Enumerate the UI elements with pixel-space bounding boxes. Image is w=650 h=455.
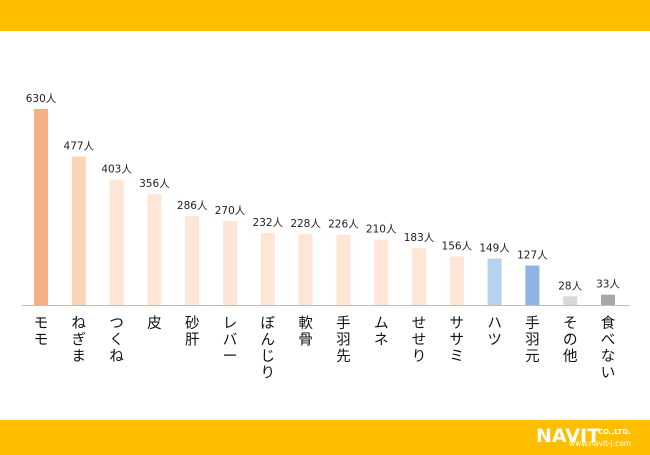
category-label-5: レバー	[223, 316, 238, 365]
bars-group	[34, 109, 615, 305]
bar-14	[563, 296, 578, 305]
value-label-12: 149人	[479, 243, 510, 255]
value-label-15: 33人	[596, 279, 620, 291]
bottom-band	[0, 420, 650, 455]
value-label-7: 228人	[290, 218, 321, 230]
category-label-6: ぼんじり	[261, 315, 276, 382]
bar-0	[34, 109, 48, 305]
value-labels-group: 630人 477人 403人 356人 286人 270人 232人 228人 226人 210人…	[26, 93, 621, 292]
value-label-0: 630人	[26, 93, 57, 105]
bar-12	[487, 258, 502, 305]
bar-9	[374, 239, 389, 305]
category-label-4: 砂肝	[185, 315, 200, 349]
category-label-9: ムネ	[374, 316, 389, 349]
value-label-11: 156人	[442, 241, 473, 253]
value-label-9: 210人	[366, 224, 397, 236]
bar-chart: 630人 477人 403人 356人 286人 270人 232人 228人 226人 210人…	[22, 93, 630, 382]
logo-text: NAVIT	[536, 425, 601, 447]
category-label-0: モモ	[34, 316, 49, 349]
top-band	[0, 0, 650, 31]
bar-6	[260, 232, 275, 305]
logo-url: www.navit-j.com	[569, 439, 632, 448]
bar-2	[109, 179, 124, 305]
bar-1	[71, 156, 86, 305]
bar-11	[449, 256, 464, 305]
bar-5	[223, 221, 237, 305]
category-label-7: 軟骨	[298, 315, 313, 349]
value-label-8: 226人	[328, 219, 359, 231]
logo-suffix: CO.,LTD.	[598, 428, 631, 436]
category-label-14: その他	[563, 316, 578, 365]
value-label-4: 286人	[177, 200, 208, 212]
category-label-11: ササミ	[450, 316, 465, 365]
value-label-3: 356人	[139, 178, 170, 190]
value-label-6: 232人	[253, 217, 284, 229]
category-label-2: つくね	[109, 316, 124, 365]
category-label-1: ねぎま	[72, 315, 87, 365]
category-label-12: ハツ	[487, 316, 502, 349]
bar-8	[336, 234, 351, 305]
value-label-5: 270人	[215, 205, 246, 217]
bar-4	[185, 216, 200, 305]
category-label-10: せせり	[412, 316, 427, 365]
category-label-13: 手羽元	[525, 315, 540, 365]
category-label-8: 手羽先	[336, 315, 351, 365]
value-label-14: 28人	[558, 280, 582, 292]
value-label-10: 183人	[404, 232, 435, 244]
bar-13	[525, 265, 540, 305]
bar-10	[412, 248, 426, 305]
bar-15	[601, 294, 615, 305]
value-label-2: 403人	[101, 164, 132, 176]
category-labels-group: モモ ねぎま つくね 皮 砂肝 レバー ぼんじり 軟骨 手羽先 ムネ せせり ササミ ハツ 手羽元 その他 食…	[34, 315, 616, 382]
value-label-13: 127人	[517, 250, 548, 262]
bar-7	[298, 234, 313, 305]
category-label-3: 皮	[147, 315, 162, 332]
bar-3	[147, 194, 162, 305]
value-label-1: 477人	[64, 141, 95, 153]
navit-logo: NAVIT CO.,LTD. www.navit-j.com	[536, 425, 646, 451]
category-label-15: 食べない	[601, 315, 616, 382]
